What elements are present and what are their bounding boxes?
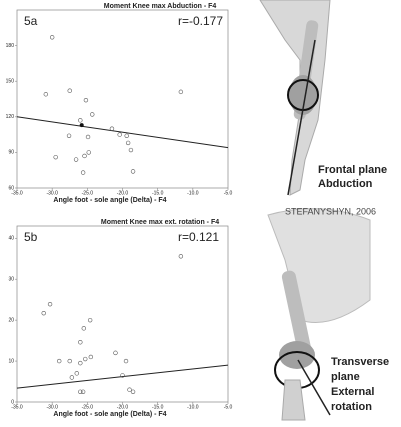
point — [43, 92, 49, 97]
point — [90, 112, 95, 117]
point — [81, 326, 87, 331]
x-tick-label: -5.0 — [224, 404, 233, 410]
point — [123, 358, 129, 364]
point — [82, 153, 87, 159]
point — [178, 89, 184, 95]
x-tick-label: -25.0 — [82, 404, 94, 410]
mean-point — [79, 123, 84, 128]
y-tick-label: 20 — [8, 317, 14, 323]
point — [78, 340, 83, 345]
y-tick-label: 0 — [11, 399, 14, 405]
x-tick-label: -5.0 — [224, 190, 233, 196]
point — [130, 169, 136, 174]
point — [74, 371, 79, 376]
point — [86, 150, 91, 155]
x-tick-label: -10.0 — [187, 190, 199, 196]
caption: Transverse — [331, 356, 389, 368]
caption: rotation — [331, 401, 372, 413]
point — [117, 132, 122, 137]
y-tick-label: 40 — [8, 236, 14, 242]
y-tick-label: 90 — [8, 150, 14, 156]
y-tick-label: 10 — [8, 358, 14, 364]
point — [178, 254, 184, 259]
x-axis-label: Angle foot - sole angle (Delta) - F4 — [53, 197, 166, 204]
illustration — [259, 0, 371, 421]
point — [120, 373, 125, 378]
point — [56, 358, 62, 364]
point — [67, 88, 72, 93]
point — [78, 118, 83, 123]
x-tick-label: -30.0 — [46, 404, 58, 410]
x-tick-label: -15.0 — [152, 190, 164, 196]
plot-frame — [16, 9, 229, 189]
annotation: r=-0.177 — [178, 14, 223, 28]
point — [125, 140, 131, 146]
point — [49, 35, 55, 40]
caption: Frontal plane — [318, 164, 387, 176]
point — [83, 356, 88, 362]
regression-line — [16, 116, 229, 149]
point — [85, 134, 91, 140]
point — [67, 358, 72, 364]
point — [53, 154, 58, 160]
y-tick-label: 180 — [6, 43, 15, 49]
caption: Abduction — [318, 178, 373, 190]
chart-title: Moment Knee max ext. rotation - F4 — [101, 219, 219, 226]
point — [80, 389, 86, 394]
panel-label: 5b — [24, 230, 38, 244]
caption: External — [331, 386, 374, 398]
point — [73, 157, 79, 162]
point — [128, 147, 134, 153]
chart-title: Moment Knee max Abduction - F4 — [104, 3, 217, 10]
point — [83, 97, 89, 103]
y-tick-label: 150 — [6, 79, 15, 85]
point — [130, 389, 136, 394]
caption: plane — [331, 371, 360, 383]
x-tick-label: -20.0 — [117, 190, 129, 196]
point — [127, 387, 132, 392]
x-tick-label: -20.0 — [117, 404, 129, 410]
point — [109, 126, 115, 131]
credit: STEFANYSHYN, 2006 — [285, 206, 376, 216]
y-tick-label: 120 — [6, 114, 15, 120]
x-tick-label: -15.0 — [152, 404, 164, 410]
annotation: r=0.121 — [178, 230, 219, 244]
point — [41, 310, 46, 316]
x-tick-label: -10.0 — [187, 404, 199, 410]
point — [113, 350, 118, 356]
point — [88, 354, 94, 360]
plot-frame — [16, 225, 229, 403]
point — [69, 375, 75, 380]
point — [66, 133, 72, 138]
point — [47, 301, 53, 307]
regression-line — [16, 364, 229, 389]
y-tick-label: 60 — [8, 185, 14, 191]
x-tick-label: -35.0 — [11, 404, 23, 410]
point — [124, 133, 129, 138]
x-tick-label: -35.0 — [11, 190, 23, 196]
point — [87, 317, 93, 323]
point — [80, 170, 86, 175]
x-tick-label: -25.0 — [82, 190, 94, 196]
panel-label: 5a — [24, 14, 38, 28]
y-tick-label: 30 — [8, 277, 14, 283]
point — [78, 360, 83, 366]
x-tick-label: -30.0 — [46, 190, 58, 196]
point — [78, 389, 83, 394]
x-axis-label: Angle foot - sole angle (Delta) - F4 — [53, 411, 166, 418]
